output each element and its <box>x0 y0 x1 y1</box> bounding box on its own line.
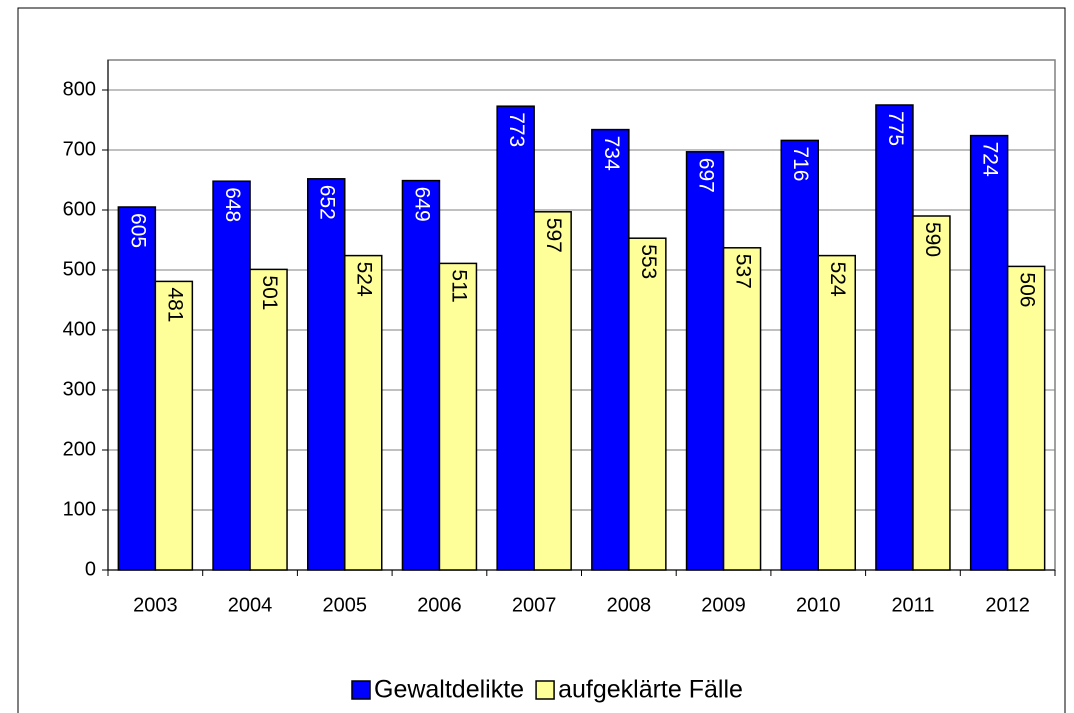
bar <box>344 254 383 571</box>
bar <box>212 180 251 571</box>
bar <box>912 215 951 571</box>
y-tick-label: 800 <box>63 78 96 100</box>
data-label: 506 <box>1016 272 1039 307</box>
data-label: 648 <box>221 187 244 222</box>
data-label: 590 <box>921 222 944 257</box>
y-tick-label: 700 <box>63 138 96 160</box>
data-label: 649 <box>410 187 433 222</box>
data-label: 605 <box>126 213 149 248</box>
bar <box>117 206 157 571</box>
data-label: 511 <box>447 269 470 302</box>
y-tick-label: 0 <box>85 558 96 580</box>
legend-label: Gewaltdelikte <box>374 676 524 704</box>
data-label: 597 <box>542 218 565 253</box>
data-label: 501 <box>258 275 281 310</box>
bar <box>591 128 630 571</box>
bar <box>154 280 194 571</box>
x-tick-label: 2011 <box>891 594 934 616</box>
data-label: 553 <box>637 244 660 279</box>
x-tick-label: 2004 <box>228 594 273 616</box>
x-tick-label: 2010 <box>796 594 841 616</box>
data-label: 652 <box>316 185 339 220</box>
x-tick-label: 2005 <box>323 594 368 616</box>
bar <box>969 134 1009 571</box>
x-tick-label: 2007 <box>512 594 557 616</box>
y-tick-label: 500 <box>63 258 96 280</box>
data-label: 524 <box>826 262 849 297</box>
bar <box>1006 265 1046 571</box>
bar <box>401 179 441 571</box>
data-label: 537 <box>732 254 755 289</box>
data-label: 734 <box>600 136 623 171</box>
y-tick-label: 300 <box>63 378 96 400</box>
y-tick-label: 600 <box>63 198 96 220</box>
x-tick-label: 2012 <box>985 594 1030 616</box>
data-label: 697 <box>695 158 718 193</box>
bar <box>496 105 535 571</box>
legend-swatch <box>351 680 371 700</box>
x-tick-label: 2003 <box>133 594 178 616</box>
bar <box>875 104 914 571</box>
y-tick-label: 200 <box>63 438 96 460</box>
bar <box>533 211 572 571</box>
y-tick-label: 100 <box>63 498 96 520</box>
x-tick-label: 2008 <box>607 594 652 616</box>
data-label: 481 <box>163 287 186 322</box>
data-label: 724 <box>979 142 1002 177</box>
bar <box>685 151 725 571</box>
bar <box>628 237 667 571</box>
data-label: 716 <box>789 146 812 181</box>
x-tick-label: 2009 <box>701 594 746 616</box>
bar <box>438 262 478 571</box>
bar <box>249 268 288 571</box>
bar <box>817 254 856 571</box>
bar <box>307 178 346 571</box>
x-tick-label: 2006 <box>417 594 462 616</box>
data-label: 524 <box>353 262 376 297</box>
y-tick-label: 400 <box>63 318 96 340</box>
data-label: 773 <box>505 112 528 147</box>
data-label: 775 <box>884 111 907 146</box>
legend-swatch <box>535 680 555 700</box>
bar <box>722 247 762 571</box>
bar <box>780 139 819 571</box>
legend-label: aufgeklärte Fälle <box>558 676 743 704</box>
